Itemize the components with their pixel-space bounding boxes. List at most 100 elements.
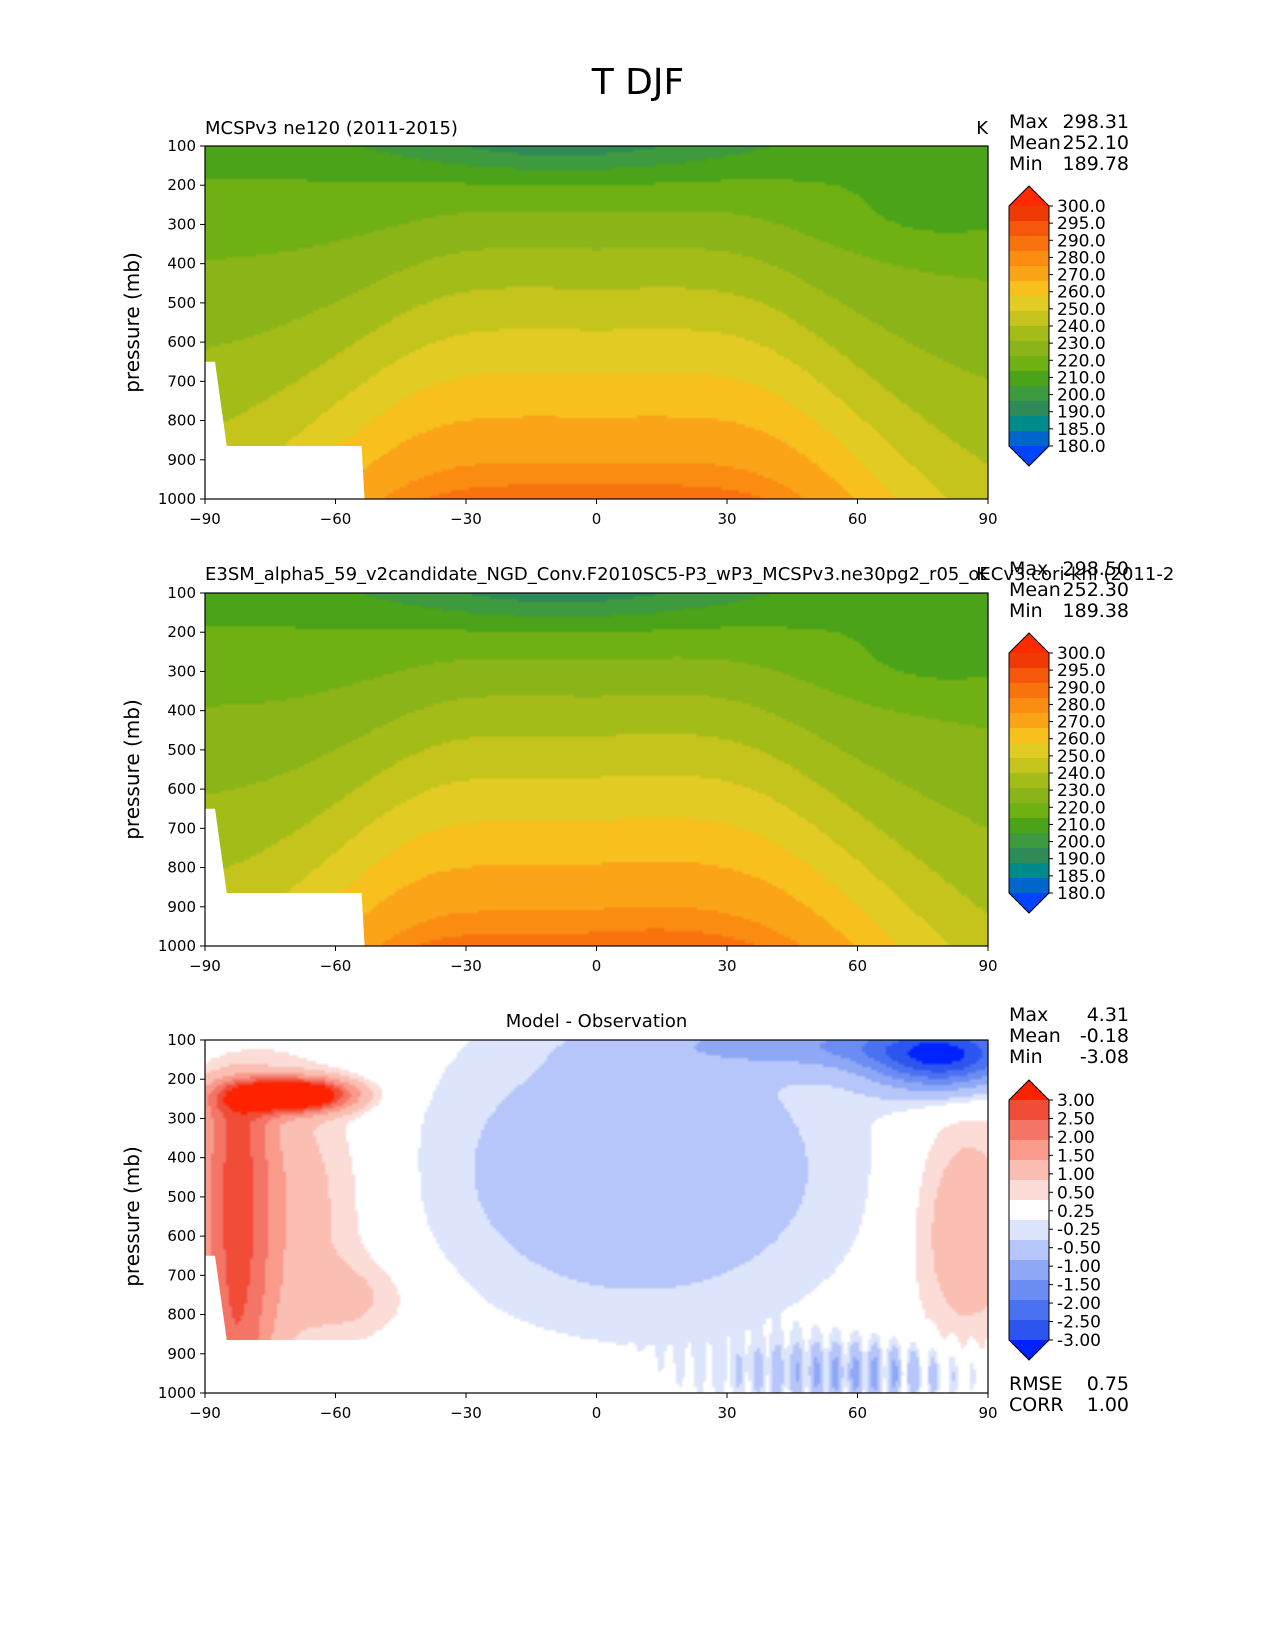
x-tick-label: −60 [320, 510, 352, 528]
colorbar-segment [1009, 356, 1049, 372]
colorbar-label: 2.00 [1057, 1128, 1095, 1148]
colorbar-label: 260.0 [1057, 730, 1106, 750]
y-tick-label: 200 [167, 1070, 196, 1088]
colorbar-label: 0.50 [1057, 1183, 1095, 1203]
y-tick-label: 1000 [158, 1384, 196, 1402]
colorbar-segment [1009, 1280, 1049, 1301]
colorbar-label: 220.0 [1057, 351, 1106, 371]
colorbar-segment [1009, 431, 1049, 447]
colorbar-segment [1009, 743, 1049, 759]
panel-title: MCSPv3 ne120 (2011-2015) [205, 118, 458, 139]
colorbar-segment [1009, 221, 1049, 237]
contour-fill [205, 593, 988, 946]
colorbar-label: 250.0 [1057, 300, 1106, 320]
y-tick-label: 500 [167, 741, 196, 759]
y-tick-label: 400 [167, 1149, 196, 1167]
y-tick-label: 500 [167, 1188, 196, 1206]
stat-label-min: Min [1009, 1046, 1043, 1068]
corr-value: 1.00 [1087, 1394, 1129, 1416]
y-tick-label: 400 [167, 702, 196, 720]
colorbar-segment [1009, 1120, 1049, 1141]
x-tick-label: −90 [189, 957, 221, 975]
colorbar-segment [1009, 1240, 1049, 1261]
colorbar-segment [1009, 728, 1049, 744]
colorbar-label: 290.0 [1057, 678, 1106, 698]
stat-label-min: Min [1009, 600, 1043, 622]
x-tick-label: −30 [450, 1404, 482, 1422]
y-axis-label: pressure (mb) [120, 699, 144, 840]
contour-fill [205, 146, 988, 499]
colorbar-label: 190.0 [1057, 850, 1106, 870]
x-tick-label: 30 [717, 1404, 736, 1422]
x-tick-label: 90 [978, 1404, 997, 1422]
y-tick-label: 300 [167, 1109, 196, 1127]
colorbar-segment [1009, 1140, 1049, 1161]
y-tick-label: 600 [167, 780, 196, 798]
x-tick-label: 60 [848, 957, 867, 975]
y-axis-label: pressure (mb) [120, 1146, 144, 1287]
panel-title: Model - Observation [506, 1011, 688, 1032]
stat-label-mean: Mean [1009, 132, 1061, 154]
colorbar-segment [1009, 758, 1049, 774]
colorbar-extend-min [1009, 446, 1049, 466]
colorbar-label: 280.0 [1057, 695, 1106, 715]
x-tick-label: −60 [320, 1404, 352, 1422]
y-tick-label: 900 [167, 1345, 196, 1363]
topography-mask [205, 808, 365, 946]
contour-fill [205, 1040, 988, 1393]
colorbar: 3.002.502.001.501.000.500.25-0.25-0.50-1… [1008, 1079, 1101, 1361]
stat-label-max: Max [1009, 558, 1048, 580]
y-tick-label: 700 [167, 372, 196, 390]
stat-value-max: 4.31 [1087, 1004, 1129, 1026]
rmse-label: RMSE [1009, 1373, 1063, 1395]
colorbar-label: 200.0 [1057, 833, 1106, 853]
colorbar-segment [1009, 653, 1049, 669]
stat-label-min: Min [1009, 153, 1043, 175]
y-tick-label: 1000 [158, 490, 196, 508]
colorbar-segment [1009, 1200, 1049, 1221]
topography-mask [205, 361, 365, 499]
stat-value-max: 298.31 [1063, 111, 1129, 133]
colorbar-segment [1009, 878, 1049, 894]
colorbar-label: 295.0 [1057, 661, 1106, 681]
colorbar-segment [1009, 251, 1049, 267]
x-tick-label: 0 [592, 957, 602, 975]
colorbar-segment [1009, 698, 1049, 714]
y-axis-label: pressure (mb) [120, 252, 144, 393]
colorbar-label: 190.0 [1057, 403, 1106, 423]
colorbar-segment [1009, 296, 1049, 312]
colorbar-label: 200.0 [1057, 386, 1106, 406]
x-tick-label: 30 [717, 510, 736, 528]
colorbar-segment [1009, 311, 1049, 327]
colorbar-label: 3.00 [1057, 1091, 1095, 1111]
colorbar-label: 250.0 [1057, 747, 1106, 767]
colorbar-label: 295.0 [1057, 214, 1106, 234]
colorbar-segment [1009, 266, 1049, 282]
colorbar-label: -0.25 [1057, 1220, 1101, 1240]
stat-label-mean: Mean [1009, 1025, 1061, 1047]
colorbar: 300.0295.0290.0280.0270.0260.0250.0240.0… [1008, 632, 1106, 914]
units-label: K [976, 564, 989, 585]
colorbar-segment [1009, 1160, 1049, 1181]
stat-value-mean: 252.30 [1063, 579, 1129, 601]
colorbar-extend-max [1009, 633, 1049, 653]
colorbar-label: 270.0 [1057, 713, 1106, 733]
colorbar-label: 230.0 [1057, 334, 1106, 354]
colorbar-label: -0.50 [1057, 1239, 1101, 1259]
figure-title: T DJF [591, 62, 684, 103]
colorbar-segment [1009, 668, 1049, 684]
colorbar-label: 290.0 [1057, 231, 1106, 251]
x-tick-label: −90 [189, 1404, 221, 1422]
y-tick-label: 600 [167, 333, 196, 351]
stat-value-mean: -0.18 [1080, 1025, 1129, 1047]
colorbar-extend-min [1009, 893, 1049, 913]
colorbar-label: 300.0 [1057, 197, 1106, 217]
colorbar-label: 300.0 [1057, 644, 1106, 664]
colorbar-segment [1009, 206, 1049, 222]
colorbar-segment [1009, 1260, 1049, 1281]
units-label: K [976, 118, 989, 139]
x-tick-label: −90 [189, 510, 221, 528]
